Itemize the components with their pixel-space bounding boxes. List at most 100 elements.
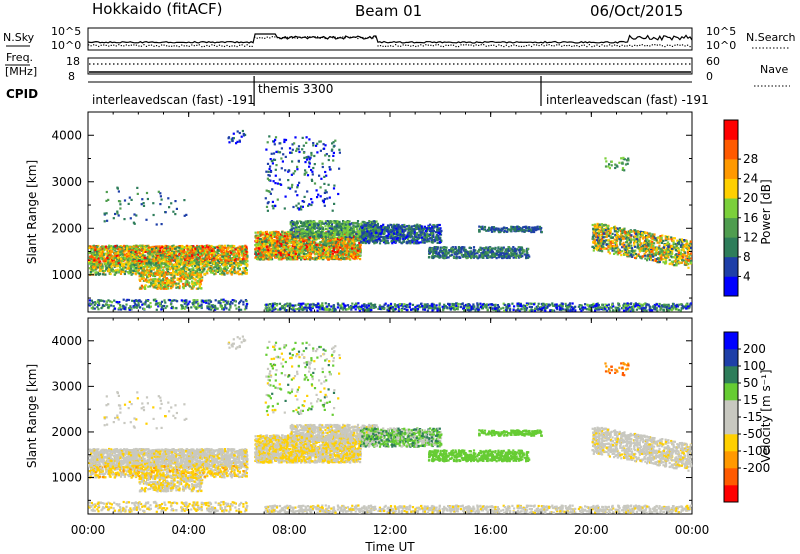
- echo-cell: [329, 240, 331, 242]
- echo-cell: [270, 240, 272, 242]
- echo-cell: [148, 260, 150, 262]
- n-search-point: [506, 45, 507, 46]
- n-search-point: [161, 44, 162, 45]
- echo-cell: [153, 284, 155, 286]
- echo-cell: [100, 270, 102, 272]
- echo-cell: [238, 255, 240, 257]
- n-search-point: [184, 45, 185, 46]
- echo-cell: [196, 263, 198, 265]
- n-search-point: [523, 46, 524, 47]
- echo-cell: [174, 264, 176, 266]
- echo-cell: [146, 249, 148, 251]
- echo-cell: [142, 263, 144, 265]
- echo-cell: [346, 250, 348, 252]
- echo-cell: [109, 252, 111, 254]
- echo-cell: [128, 267, 130, 269]
- echo-cell: [245, 251, 247, 253]
- echo-cell: [160, 254, 162, 256]
- echo-cell: [201, 271, 203, 273]
- echo-cell: [110, 263, 112, 265]
- n-search-point: [398, 46, 399, 47]
- echo-cell: [342, 242, 344, 244]
- echo-cell: [134, 272, 136, 274]
- echo-cell: [157, 288, 159, 290]
- echo-cell: [148, 275, 150, 277]
- n-search-point: [214, 45, 215, 46]
- n-search-point: [415, 46, 416, 47]
- echo-cell: [167, 262, 169, 264]
- echo-cell: [102, 265, 104, 267]
- n-search-point: [382, 46, 383, 47]
- n-search-point: [420, 44, 421, 45]
- echo-cell: [233, 262, 235, 264]
- echo-cell: [234, 271, 236, 273]
- echo-cell: [303, 243, 305, 245]
- echo-cell: [196, 273, 198, 275]
- n-search-point: [579, 46, 580, 47]
- echo-cell: [262, 258, 264, 260]
- n-search-point: [146, 46, 147, 47]
- echo-cell: [183, 287, 185, 289]
- echo-cell: [141, 278, 143, 280]
- sky-search-panel: N.Sky 10^5 10^0 10^5 10^0 N.Search: [3, 25, 796, 52]
- sky-right-tick-top: 10^5: [706, 25, 736, 38]
- echo-cell: [134, 251, 136, 253]
- echo-cell: [343, 258, 345, 260]
- n-search-point: [259, 37, 260, 38]
- echo-cell: [142, 275, 144, 277]
- echo-cell: [280, 258, 282, 260]
- echo-cell: [103, 248, 105, 250]
- n-search-point: [622, 45, 623, 46]
- echo-cell: [244, 245, 246, 247]
- echo-cell: [213, 250, 215, 252]
- echo-cell: [245, 263, 247, 265]
- echo-cell: [148, 281, 150, 283]
- echo-cell: [282, 233, 284, 235]
- echo-cell: [237, 258, 239, 260]
- echo-cell: [257, 232, 259, 234]
- echo-cell: [288, 252, 290, 254]
- echo-cell: [269, 251, 271, 253]
- n-search-point: [614, 44, 615, 45]
- echo-cell: [304, 257, 306, 259]
- echo-cell: [202, 250, 204, 252]
- echo-cell: [144, 257, 146, 259]
- n-search-point: [667, 45, 668, 46]
- echo-cell: [126, 245, 128, 247]
- echo-cell: [228, 258, 230, 260]
- echo-cell: [149, 252, 151, 254]
- echo-cell: [148, 265, 150, 267]
- n-search-point: [559, 44, 560, 45]
- echo-cell: [101, 253, 103, 255]
- echo-cell: [267, 253, 269, 255]
- echo-cell: [124, 257, 126, 259]
- n-search-point: [138, 45, 139, 46]
- echo-cell: [191, 276, 193, 278]
- n-search-point: [564, 45, 565, 46]
- n-search-point: [269, 37, 270, 38]
- echo-cell: [145, 272, 147, 274]
- echo-cell: [155, 283, 157, 285]
- echo-cell: [163, 263, 165, 265]
- echo-cell: [244, 270, 246, 272]
- echo-cell: [219, 273, 221, 275]
- echo-cell: [300, 241, 302, 243]
- echo-cell: [229, 262, 231, 264]
- echo-cell: [171, 282, 173, 284]
- echo-cell: [280, 243, 282, 245]
- n-search-point: [659, 44, 660, 45]
- echo-cell: [179, 280, 181, 282]
- echo-cell: [151, 254, 153, 256]
- n-search-point: [574, 45, 575, 46]
- echo-cell: [159, 276, 161, 278]
- cpid-segment-label: interleavedscan (fast) -191: [92, 93, 255, 107]
- echo-cell: [171, 245, 173, 247]
- echo-cell: [269, 237, 271, 239]
- echo-cell: [142, 272, 144, 274]
- n-search-point: [632, 46, 633, 47]
- n-search-point: [674, 45, 675, 46]
- n-search-point: [498, 44, 499, 45]
- echo-cell: [276, 240, 278, 242]
- echo-cell: [300, 252, 302, 254]
